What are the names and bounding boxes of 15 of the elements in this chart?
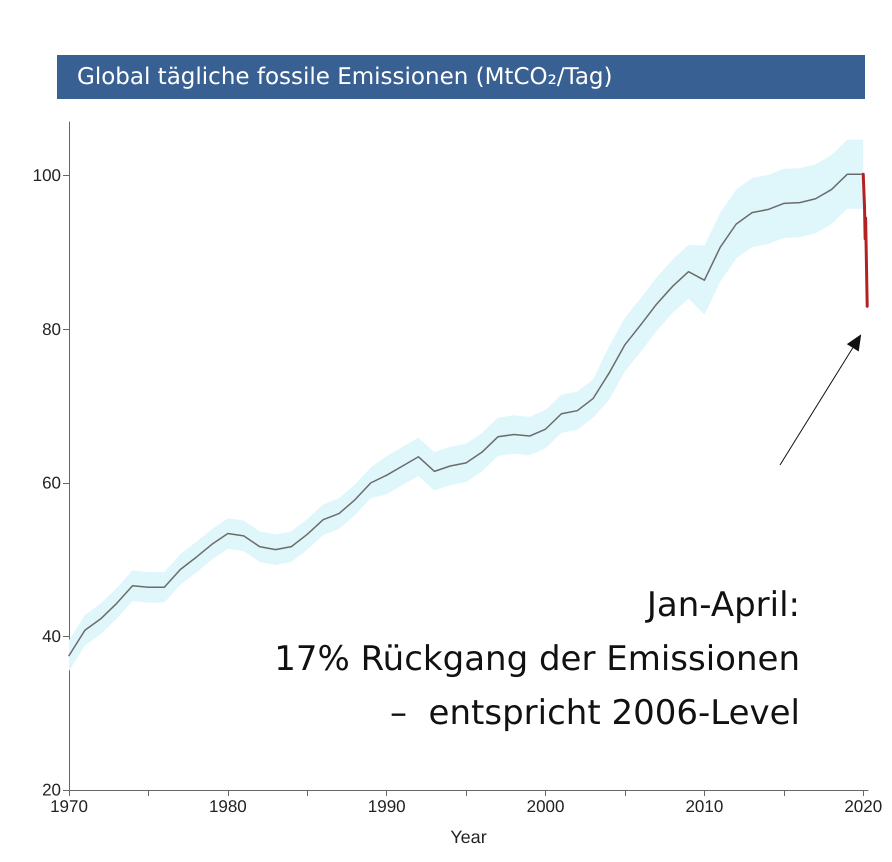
- y-tick-label: 20: [42, 780, 61, 800]
- x-tick-label: 1990: [368, 797, 406, 816]
- x-tick-label: 1980: [208, 797, 247, 816]
- y-tick-label: 60: [42, 473, 61, 492]
- x-axis-title: Year: [450, 827, 487, 847]
- y-tick-label: 40: [42, 626, 61, 646]
- chart-title: Global tägliche fossile Emissionen (MtCO₂/Tag): [57, 55, 865, 99]
- annotation: Jan-April: 17% Rückgang der Emissionen – entspricht 2006-Level: [274, 585, 800, 733]
- x-tick-label: 2000: [526, 797, 564, 816]
- y-tick-label: 100: [32, 166, 61, 186]
- x-tick-label: 2010: [685, 797, 724, 816]
- x-tick-label: 2020: [844, 797, 882, 816]
- x-tick-label: 1970: [50, 797, 88, 816]
- line-series: [862, 172, 869, 308]
- y-tick-label: 80: [42, 320, 61, 339]
